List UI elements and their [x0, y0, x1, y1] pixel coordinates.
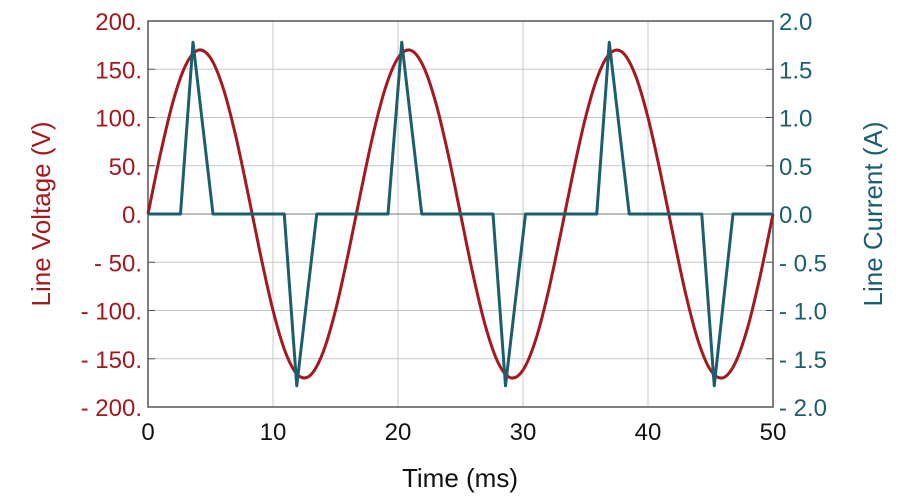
y-tick-label-right: 0.0 [779, 202, 812, 229]
y-tick-label-right: - 2.0 [779, 395, 827, 422]
x-tick-label: 10 [260, 419, 287, 446]
x-tick-label: 40 [635, 419, 662, 446]
y-tick-label-left: - 200. [81, 395, 142, 422]
y-tick-label-right: 2.0 [779, 9, 812, 36]
current-series-line [148, 40, 773, 388]
y-tick-label-right: - 1.0 [779, 299, 827, 326]
x-tick-label: 20 [385, 419, 412, 446]
y-tick-label-left: 150. [95, 57, 142, 84]
y-tick-label-left: - 150. [81, 347, 142, 374]
y-tick-label-right: 0.5 [779, 154, 812, 181]
x-tick-label: 0 [141, 419, 154, 446]
y-tick-label-right: - 1.5 [779, 347, 827, 374]
y-tick-label-right: - 0.5 [779, 250, 827, 277]
x-tick-label: 30 [510, 419, 537, 446]
x-axis-label: Time (ms) [402, 463, 518, 493]
tick-labels: 0 10 20 30 40 50 200. 2.0 150. 1.5 100. 1.0 50. 0.5 0.… [81, 9, 827, 446]
y-tick-label-right: 1.5 [779, 57, 812, 84]
y-tick-label-right: 1.0 [779, 106, 812, 133]
y-tick-label-left: 0. [122, 202, 142, 229]
y-tick-label-left: 200. [95, 9, 142, 36]
y-tick-label-left: 100. [95, 106, 142, 133]
y-tick-label-left: - 50. [94, 250, 142, 277]
series-group [146, 40, 775, 388]
grid [148, 20, 773, 408]
x-tick-label: 50 [760, 419, 787, 446]
y-axis-label-right: Line Current (A) [858, 122, 888, 307]
y-tick-label-left: 50. [109, 154, 142, 181]
y-tick-label-left: - 100. [81, 299, 142, 326]
y-axis-label-left: Line Voltage (V) [26, 121, 56, 306]
